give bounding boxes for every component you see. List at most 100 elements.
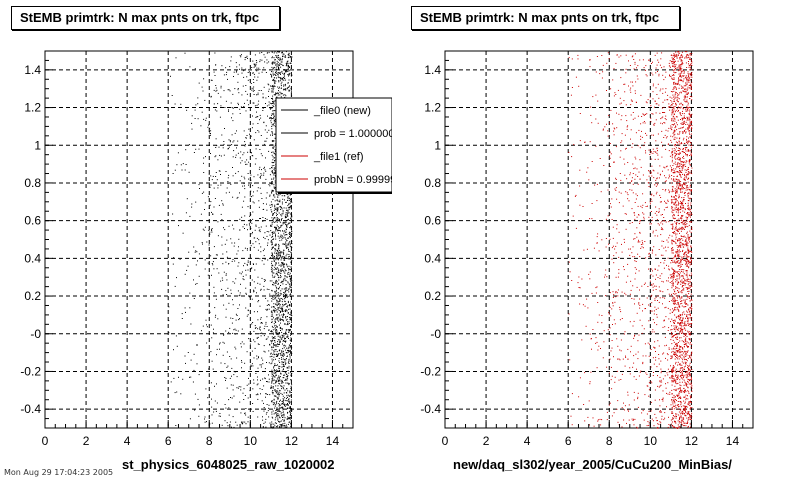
data-point [216,254,218,256]
data-point [228,407,230,409]
data-point [289,414,291,416]
data-point [283,399,284,401]
data-point [288,407,290,409]
data-point [662,214,663,215]
data-point [289,318,291,320]
data-point [667,200,669,202]
data-point [264,169,266,171]
data-point [252,403,254,404]
data-point [615,291,617,292]
data-point [287,60,289,62]
data-point [624,405,626,407]
data-point [673,426,675,428]
data-point [255,148,257,150]
data-point [651,252,653,254]
data-point [276,380,278,382]
data-point [244,421,246,423]
data-point [275,244,277,245]
data-point [259,59,261,61]
data-point [588,400,590,402]
data-point [284,96,286,98]
data-point [285,341,286,343]
data-point [241,271,243,273]
data-point [670,127,672,129]
data-point [198,275,200,277]
data-point [178,376,179,378]
data-point [280,307,282,309]
data-point [660,368,662,370]
data-point [253,94,255,95]
data-point [193,369,195,371]
data-point [269,422,271,424]
data-point [227,181,229,182]
data-point [677,338,679,340]
data-point [291,346,293,348]
x-tick-label: 0 [42,434,49,448]
data-point [289,241,291,243]
data-point [290,287,292,289]
data-point [290,423,292,425]
data-point [641,285,643,287]
data-point [230,238,232,240]
data-point [214,316,216,318]
data-point [242,70,244,72]
data-point [272,332,274,334]
data-point [283,392,285,394]
data-point [205,117,207,119]
data-point [597,122,599,124]
data-point [272,79,274,81]
data-point [686,237,688,239]
data-point [224,107,226,108]
data-point [230,56,232,58]
data-point [271,400,273,402]
data-point [279,312,281,313]
data-point [279,235,281,237]
data-point [675,374,677,376]
data-point [283,266,285,268]
data-point [259,114,261,116]
data-point [262,363,264,365]
data-point [685,280,687,282]
data-point [283,85,285,87]
data-point [282,369,284,371]
data-point [289,283,291,285]
data-point [274,226,275,228]
data-point [284,374,286,376]
data-point [277,217,278,219]
data-point [238,386,240,388]
data-point [275,285,277,287]
data-point [284,199,285,201]
data-point [281,262,283,264]
data-point [291,372,293,374]
data-point [287,334,289,336]
data-point [610,153,612,155]
data-point [251,298,253,300]
data-point [668,277,669,279]
data-point [630,87,632,89]
data-point [669,65,671,67]
data-point [277,282,279,284]
data-point [280,251,282,253]
x-tick-label: 8 [206,434,213,448]
data-point [174,392,176,394]
data-point [283,84,285,86]
data-point [662,378,664,380]
data-point [636,67,637,69]
data-point [647,421,649,423]
data-point [287,375,288,377]
data-point [271,190,273,192]
data-point [673,367,675,369]
data-point [283,259,285,261]
data-point [257,301,259,303]
data-point [279,227,281,228]
data-point [279,326,281,328]
data-point [686,276,688,278]
data-point [243,76,245,78]
data-point [277,308,279,310]
data-point [209,186,211,188]
data-point [656,219,658,221]
data-point [274,205,276,207]
data-point [629,89,631,91]
data-point [285,202,287,203]
data-point [180,164,182,166]
